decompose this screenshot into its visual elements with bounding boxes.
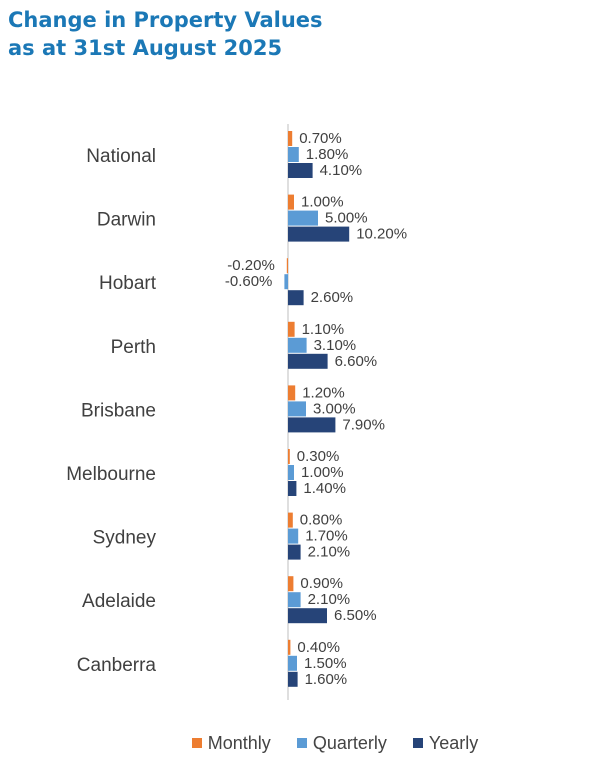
bar-monthly: [288, 194, 294, 210]
data-label: 0.30%: [297, 448, 340, 465]
data-label: 6.60%: [335, 353, 378, 370]
legend-label-yearly: Yearly: [428, 732, 479, 753]
legend-swatch-monthly: [191, 738, 202, 748]
bar-yearly: [288, 608, 327, 624]
bar-quarterly: [288, 147, 299, 162]
legend-item-yearly: Yearly: [412, 732, 479, 754]
data-label: 10.20%: [356, 226, 407, 243]
category-label: Adelaide: [82, 591, 156, 612]
bar-monthly: [288, 512, 293, 528]
bar-quarterly: [288, 337, 307, 353]
bar-chart: National0.70%1.80%4.10%Darwin1.00%5.00%1…: [66, 124, 407, 700]
data-label: 0.40%: [297, 639, 340, 656]
data-label: 3.10%: [314, 337, 357, 354]
data-label: 0.70%: [299, 130, 342, 147]
category-label: Sydney: [93, 528, 157, 549]
legend-item-monthly: Monthly: [191, 732, 271, 754]
legend-label-quarterly: Quarterly: [312, 732, 387, 753]
data-label: -0.20%: [227, 257, 275, 274]
data-label: 1.40%: [303, 480, 346, 497]
bar-yearly: [288, 163, 313, 178]
legend-label-monthly: Monthly: [207, 732, 271, 753]
bar-yearly: [288, 226, 350, 242]
data-label: 1.60%: [305, 671, 348, 688]
bar-quarterly: [288, 655, 297, 671]
data-label: 1.00%: [301, 194, 344, 211]
data-label: 1.20%: [302, 384, 345, 401]
data-label: 3.00%: [313, 400, 356, 417]
data-label: 2.10%: [308, 591, 351, 608]
data-label: 1.70%: [305, 528, 348, 545]
category-label: Brisbane: [81, 400, 156, 421]
data-label: 0.80%: [300, 512, 343, 529]
legend-item-quarterly: Quarterly: [296, 732, 387, 754]
bar-yearly: [288, 481, 297, 496]
bar-yearly: [288, 353, 328, 369]
bar-quarterly: [288, 210, 318, 226]
bar-monthly: [288, 639, 291, 655]
title-line-2: as at 31st August 2025: [8, 36, 283, 60]
data-label: 4.10%: [320, 162, 363, 179]
bar-yearly: [288, 290, 304, 306]
data-label: 6.50%: [334, 607, 377, 624]
bar-monthly: [288, 131, 293, 146]
category-label: Darwin: [97, 210, 156, 231]
data-label: 2.10%: [308, 544, 351, 561]
bar-yearly: [288, 544, 301, 560]
bar-quarterly: [284, 274, 288, 290]
bar-monthly: [288, 449, 290, 464]
bar-quarterly: [288, 465, 294, 480]
data-label: 2.60%: [311, 289, 354, 306]
legend: Monthly Quarterly Yearly: [0, 730, 600, 756]
category-label: Melbourne: [66, 464, 156, 485]
bar-yearly: [288, 417, 336, 433]
bar-quarterly: [288, 401, 306, 417]
bar-yearly: [288, 671, 298, 687]
data-label: -0.60%: [225, 273, 273, 290]
bar-monthly: [288, 321, 295, 337]
data-label: 1.50%: [304, 655, 347, 672]
bar-quarterly: [288, 592, 301, 608]
chart-title: Change in Property Values as at 31st Aug…: [8, 6, 323, 62]
legend-swatch-yearly: [412, 738, 423, 748]
bar-monthly: [288, 576, 294, 592]
bar-monthly: [286, 258, 288, 274]
category-label: Perth: [111, 337, 156, 358]
data-label: 7.90%: [342, 416, 385, 433]
legend-swatch-quarterly: [296, 738, 307, 748]
bar-monthly: [288, 385, 296, 401]
data-label: 0.90%: [300, 575, 343, 592]
data-label: 5.00%: [325, 210, 368, 227]
data-label: 1.00%: [301, 464, 344, 481]
category-label: Hobart: [99, 273, 157, 294]
title-line-1: Change in Property Values: [8, 8, 323, 32]
bar-quarterly: [288, 528, 299, 544]
data-label: 1.10%: [302, 321, 345, 338]
category-label: Canberra: [77, 655, 157, 676]
data-label: 1.80%: [306, 146, 349, 163]
category-label: National: [86, 146, 156, 167]
